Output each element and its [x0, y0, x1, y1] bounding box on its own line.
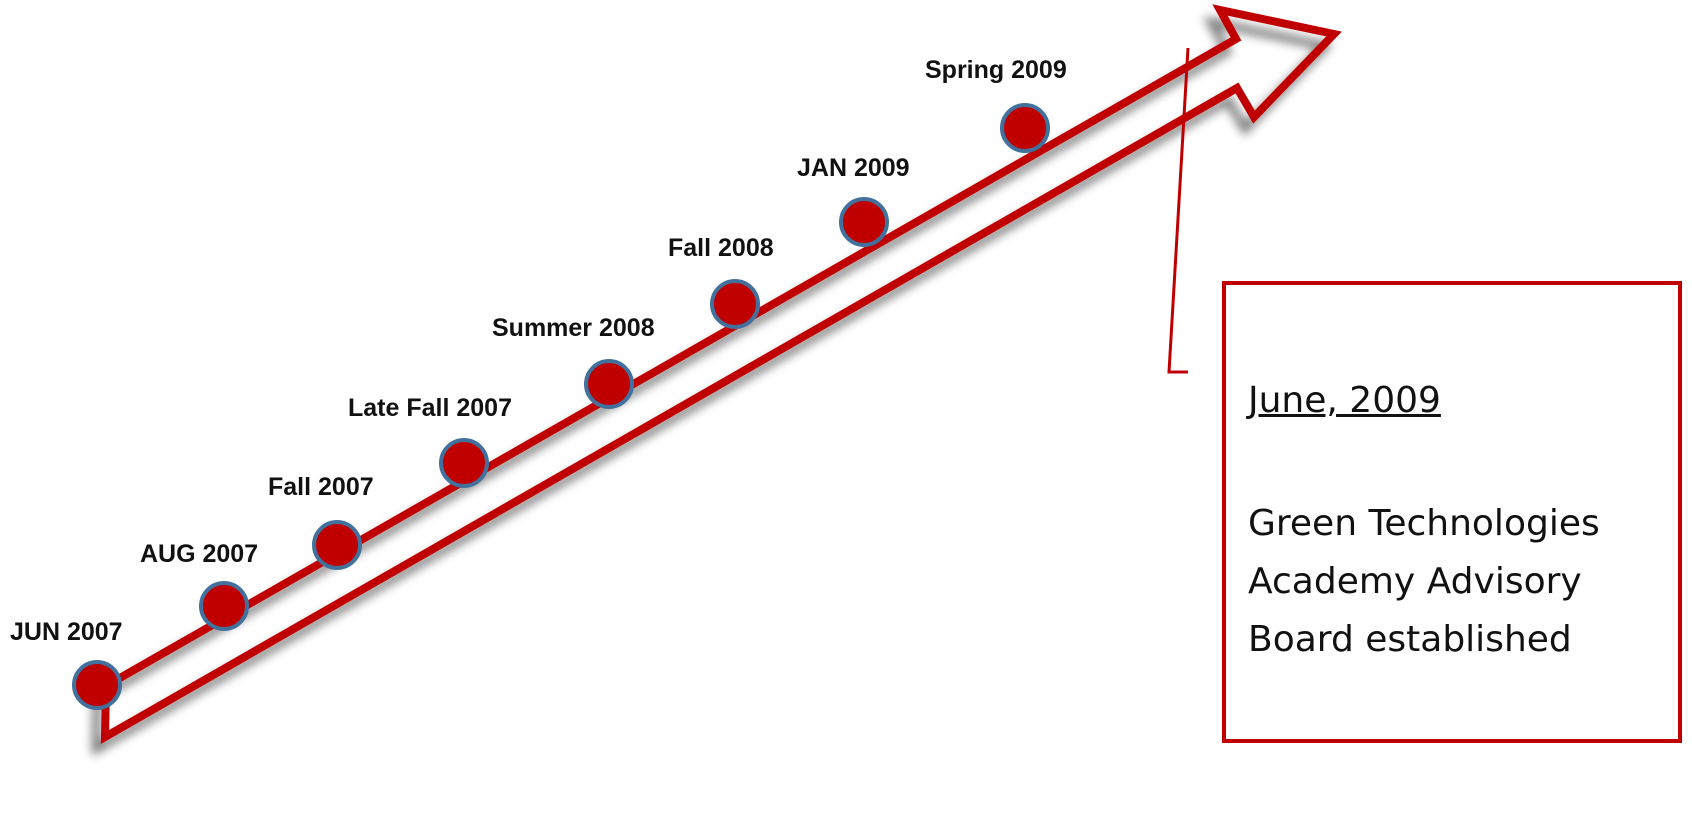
milestone-label: Late Fall 2007: [348, 394, 512, 422]
milestone-node: [584, 359, 634, 409]
milestone-label: JAN 2009: [797, 154, 910, 182]
milestone-label: JUN 2007: [10, 618, 123, 646]
callout-box: June, 2009 Green Technologies Academy Ad…: [1222, 281, 1682, 743]
milestone-node: [439, 438, 489, 488]
milestone-label: Spring 2009: [925, 56, 1067, 84]
milestone-label: AUG 2007: [140, 540, 258, 568]
callout-connector: [1167, 47, 1190, 374]
callout-date: June, 2009: [1248, 380, 1441, 421]
milestone-node: [199, 581, 249, 631]
milestone-label: Summer 2008: [492, 314, 655, 342]
milestone-node: [72, 660, 122, 710]
callout-description: Green Technologies Academy Advisory Boar…: [1248, 503, 1600, 660]
milestone-node: [839, 197, 889, 247]
milestone-label: Fall 2007: [268, 473, 374, 501]
milestone-label: Fall 2008: [668, 234, 774, 262]
milestone-node: [312, 520, 362, 570]
timeline-arrow: [100, 4, 1342, 744]
milestone-markers: JUN 2007 AUG 2007 Fall 2007 Late Fall 2007 S…: [10, 56, 1067, 710]
milestone-node: [710, 279, 760, 329]
milestone-node: [1000, 103, 1050, 153]
